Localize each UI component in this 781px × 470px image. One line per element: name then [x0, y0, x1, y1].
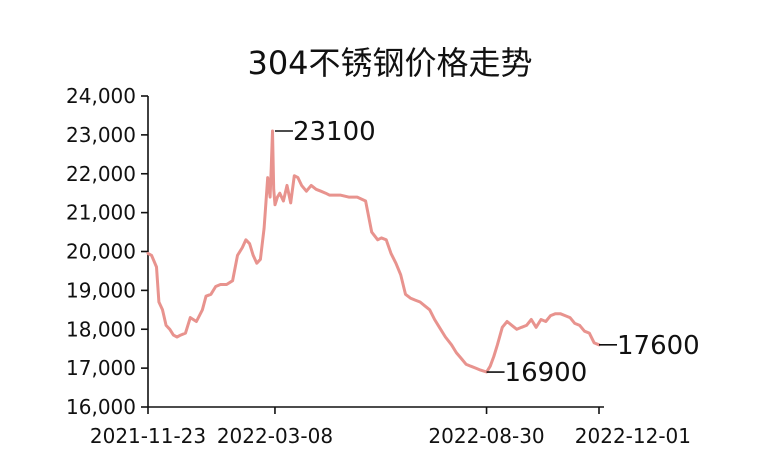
x-tick-label: 2022-12-01: [575, 424, 691, 448]
price-series-line: [146, 129, 601, 374]
x-tick-label: 2022-08-30: [428, 424, 544, 448]
chart-title: 304不锈钢价格走势: [247, 44, 532, 82]
series-layer: [146, 129, 601, 374]
axes: 16,000 17,000 18,000 19,000 20,000 21,000 22,0…: [66, 84, 691, 448]
y-tick-label: 18,000: [66, 317, 136, 341]
x-tick-label: 2021-11-23: [90, 424, 206, 448]
y-tick-label: 20,000: [66, 240, 136, 264]
y-tick-label: 19,000: [66, 278, 136, 302]
annotations: 23100 16900 17600: [274, 117, 700, 388]
annotation-label: 17600: [617, 331, 700, 361]
y-tick-label: 24,000: [66, 84, 136, 108]
y-tick-label: 21,000: [66, 201, 136, 225]
y-tick-label: 16,000: [66, 395, 136, 419]
annotation-label: 23100: [293, 117, 376, 147]
annotation-label: 16900: [505, 358, 588, 388]
y-tick-label: 23,000: [66, 123, 136, 147]
x-tick-label: 2022-03-08: [217, 424, 333, 448]
y-tick-label: 22,000: [66, 162, 136, 186]
y-tick-label: 17,000: [66, 356, 136, 380]
